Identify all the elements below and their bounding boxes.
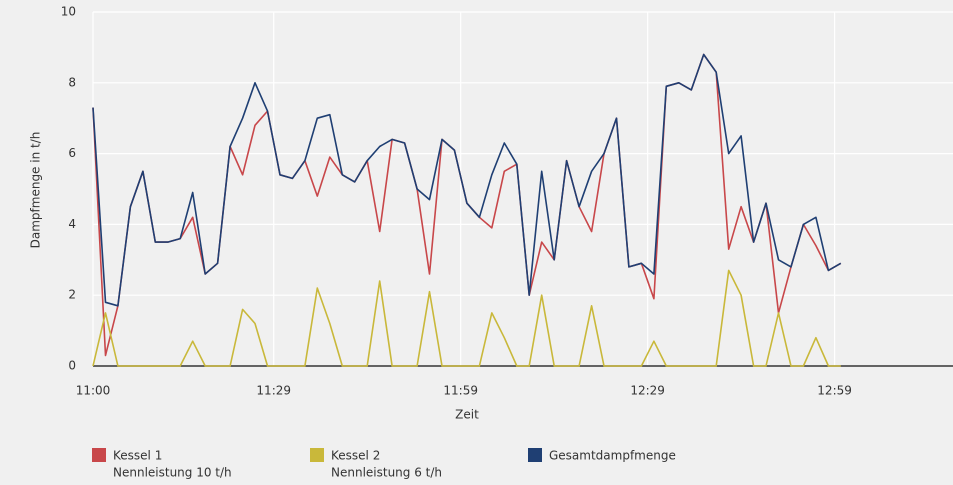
series-line xyxy=(92,53,842,307)
legend-label: Kessel 2 xyxy=(331,449,380,463)
legend-label: Gesamtdampfmenge xyxy=(549,449,676,463)
legend-note: Nennleistung 10 t/h xyxy=(113,466,232,480)
legend-label: Kessel 1 xyxy=(113,449,162,463)
x-tick-label: 12:29 xyxy=(630,384,665,398)
x-tick-label: 11:59 xyxy=(443,384,478,398)
y-tick-label: 8 xyxy=(68,75,76,89)
x-axis-label: Zeit xyxy=(455,408,479,422)
legend-swatch xyxy=(528,448,542,462)
legend-note: Nennleistung 6 t/h xyxy=(331,466,442,480)
x-tick-label: 12:59 xyxy=(817,384,852,398)
legend-swatch xyxy=(310,448,324,462)
y-tick-label: 10 xyxy=(61,5,76,19)
y-tick-label: 0 xyxy=(68,359,76,373)
legend-swatch xyxy=(92,448,106,462)
y-tick-label: 4 xyxy=(68,217,76,231)
x-tick-label: 11:00 xyxy=(76,384,111,398)
x-tick-label: 11:29 xyxy=(256,384,291,398)
y-tick-label: 6 xyxy=(68,146,76,160)
series-line xyxy=(92,269,841,367)
y-axis-label: Dampfmenge in t/h xyxy=(29,132,43,249)
y-tick-label: 2 xyxy=(68,288,76,302)
series-line xyxy=(92,53,842,357)
